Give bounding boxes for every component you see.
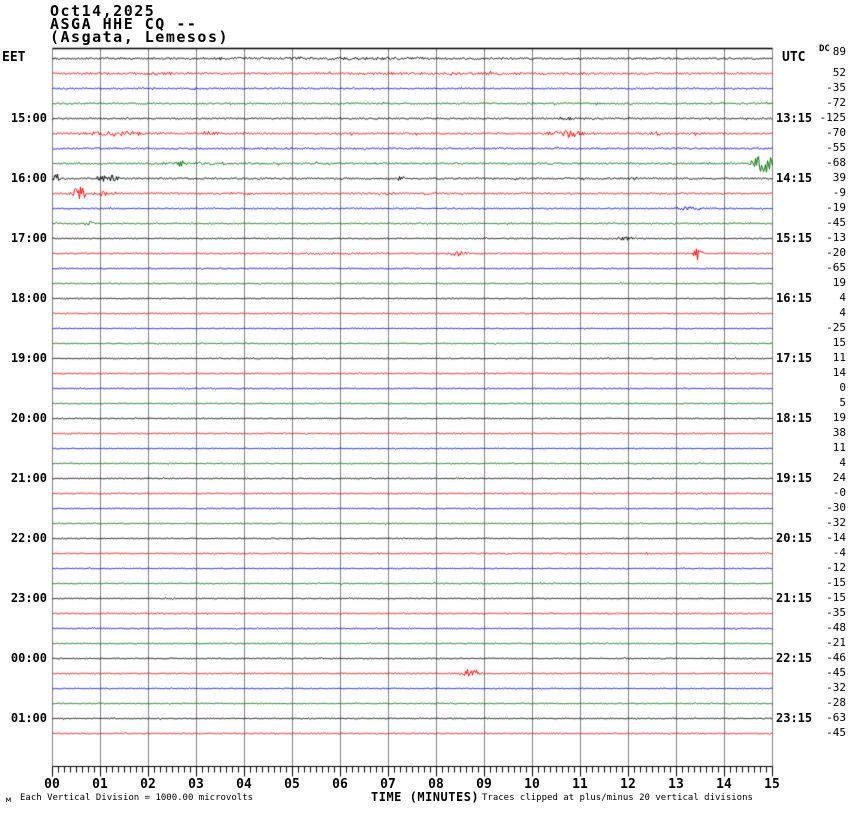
dc-value: -32: [826, 681, 846, 694]
x-tick-label: 11: [572, 777, 588, 792]
dc-value: -45: [826, 666, 846, 679]
dc-value: 5: [839, 396, 846, 409]
dc-value: -68: [826, 156, 846, 169]
x-tick-label: 03: [188, 777, 204, 792]
left-time-label: 20:00: [10, 411, 47, 425]
dc-value: 4: [839, 291, 846, 304]
dc-value: -15: [826, 591, 846, 604]
dc-value: -45: [826, 216, 846, 229]
dc-value: 19: [832, 276, 846, 289]
dc-value: -21: [826, 636, 846, 649]
dc-value: 4: [839, 456, 846, 469]
watermark-glyph: м: [6, 795, 11, 804]
left-time-label: 17:00: [10, 231, 47, 245]
right-time-label: 16:15: [776, 291, 813, 305]
dc-value: -20: [826, 246, 846, 259]
x-tick-label: 04: [236, 777, 252, 792]
dc-value: -63: [826, 711, 846, 724]
right-time-label: 14:15: [776, 171, 813, 185]
dc-value: -13: [826, 231, 846, 244]
dc-value: -30: [826, 501, 846, 514]
right-time-label: 23:15: [776, 711, 813, 725]
dc-value: -48: [826, 621, 846, 634]
dc-value: -125: [819, 111, 847, 124]
dc-value: 11: [832, 441, 846, 454]
x-tick-label: 15: [764, 777, 780, 792]
x-tick-label: 02: [140, 777, 156, 792]
dc-value: -65: [826, 261, 846, 274]
x-tick-label: 07: [380, 777, 396, 792]
dc-value: 11: [832, 351, 846, 364]
dc-column-label: DC: [819, 44, 830, 54]
clip-note: Traces clipped at plus/minus 20 vertical…: [482, 793, 753, 803]
dc-value: -25: [826, 321, 846, 334]
dc-value: -72: [826, 96, 846, 109]
dc-value: -32: [826, 516, 846, 529]
dc-value: -28: [826, 696, 846, 709]
left-time-label: 22:00: [10, 531, 47, 545]
dc-value: 38: [832, 426, 846, 439]
dc-value: 19: [832, 411, 846, 424]
right-time-label: 18:15: [776, 411, 813, 425]
header-station: ASGA HHE CQ --: [50, 15, 198, 33]
x-tick-label: 00: [44, 777, 60, 792]
x-axis-title: TIME (MINUTES): [371, 790, 480, 804]
dc-value: -45: [826, 726, 846, 739]
left-time-label: 16:00: [10, 171, 47, 185]
header-date: Oct14,2025: [50, 2, 156, 20]
right-timezone-label: UTC: [782, 50, 806, 65]
dc-value: -0: [832, 486, 846, 499]
x-tick-label: 13: [668, 777, 684, 792]
dc-value: -35: [826, 81, 846, 94]
dc-value: -19: [826, 201, 846, 214]
dc-value: -70: [826, 126, 846, 139]
x-tick-label: 08: [428, 777, 444, 792]
left-time-label: 18:00: [10, 291, 47, 305]
right-time-label: 19:15: [776, 471, 813, 485]
left-time-label: 01:00: [10, 711, 47, 725]
dc-value: 89: [832, 45, 846, 58]
dc-value: 4: [839, 306, 846, 319]
dc-value: -15: [826, 576, 846, 589]
dc-value: -14: [826, 531, 846, 544]
dc-value: 14: [832, 366, 846, 379]
x-tick-label: 10: [524, 777, 540, 792]
dc-value: -4: [832, 546, 846, 559]
dc-value: 24: [832, 471, 846, 484]
dc-value: -12: [826, 561, 846, 574]
left-time-label: 19:00: [10, 351, 47, 365]
scale-note: Each Vertical Division = 1000.00 microvo…: [20, 793, 253, 803]
x-tick-label: 05: [284, 777, 300, 792]
right-time-label: 21:15: [776, 591, 813, 605]
dc-value: 52: [832, 66, 846, 79]
left-time-label: 00:00: [10, 651, 47, 665]
x-tick-label: 09: [476, 777, 492, 792]
header-location: (Asgata, Lemesos): [50, 28, 230, 46]
left-time-label: 15:00: [10, 111, 47, 125]
left-timezone-label: EET: [2, 50, 26, 65]
x-tick-label: 12: [620, 777, 636, 792]
dc-value: -9: [832, 186, 846, 199]
left-time-label: 23:00: [10, 591, 47, 605]
right-time-label: 17:15: [776, 351, 813, 365]
right-time-label: 15:15: [776, 231, 813, 245]
dc-value: 0: [839, 381, 846, 394]
right-time-label: 20:15: [776, 531, 813, 545]
left-time-label: 21:00: [10, 471, 47, 485]
dc-value: -35: [826, 606, 846, 619]
dc-value: -55: [826, 141, 846, 154]
dc-value: -46: [826, 651, 846, 664]
x-tick-label: 14: [716, 777, 732, 792]
x-tick-label: 06: [332, 777, 348, 792]
dc-value: 39: [832, 171, 846, 184]
dc-value: 15: [832, 336, 846, 349]
x-tick-label: 01: [92, 777, 108, 792]
right-time-label: 13:15: [776, 111, 813, 125]
right-time-label: 22:15: [776, 651, 813, 665]
